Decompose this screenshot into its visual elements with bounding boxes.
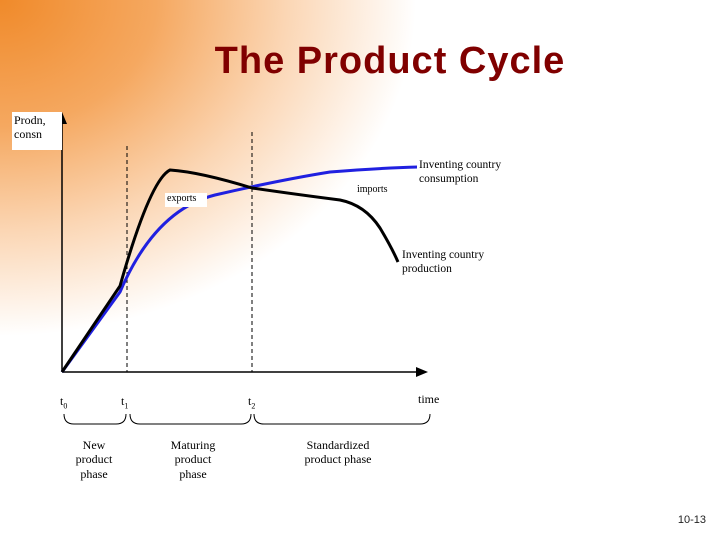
- maturing-phase-label: Maturing product phase: [163, 437, 223, 483]
- exports-label: exports: [165, 193, 207, 207]
- t1-label: t1: [118, 394, 146, 412]
- consumption-curve: [60, 165, 419, 373]
- new-phase-bracket: [63, 413, 127, 425]
- y-axis-label: Prodn, consn: [12, 112, 62, 150]
- maturing-phase-bracket: [129, 413, 252, 425]
- t2-label: t2: [245, 394, 273, 412]
- t2-subscript: 2: [251, 401, 256, 411]
- production-label: Inventing country production: [400, 248, 509, 282]
- t0-label: t0: [57, 394, 85, 412]
- imports-label: imports: [355, 184, 397, 198]
- time-axis-label: time: [414, 391, 462, 413]
- production-curve: [60, 168, 400, 373]
- t2-text: t: [248, 394, 252, 408]
- t1-text: t: [121, 394, 125, 408]
- new-phase-label: New product phase: [70, 437, 118, 483]
- x-axis-arrow: [416, 367, 428, 377]
- standardized-phase-bracket: [253, 413, 431, 425]
- y-axis-label-line2: consn: [14, 127, 42, 142]
- slide-number: 10-13: [677, 514, 706, 526]
- standardized-phase-label: Standardized product phase: [297, 437, 379, 483]
- slide-title: The Product Cycle: [214, 40, 566, 82]
- t0-text: t: [60, 394, 64, 408]
- t0-subscript: 0: [63, 401, 68, 411]
- consumption-label: Inventing country consumption: [417, 158, 515, 190]
- y-axis-label-line1: Prodn,: [14, 113, 46, 127]
- t1-subscript: 1: [124, 401, 129, 411]
